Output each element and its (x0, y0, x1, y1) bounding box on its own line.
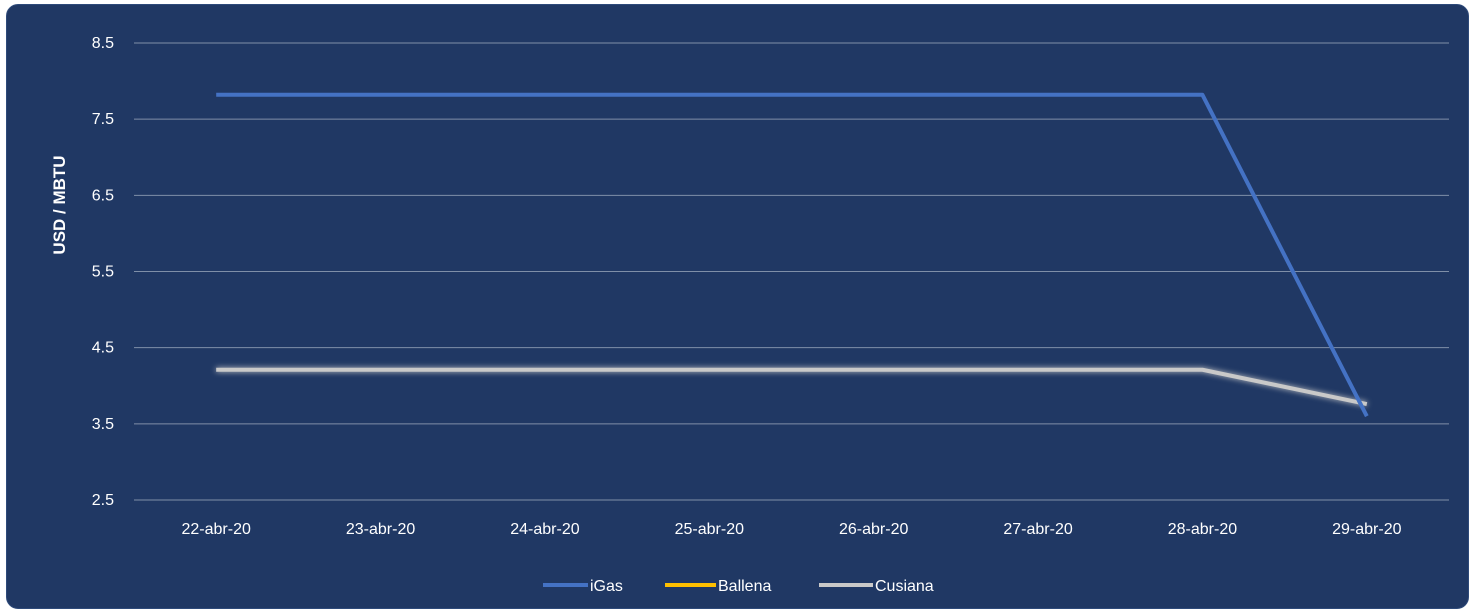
chart-frame: 2.5 3.5 4.5 5.5 6.5 7.5 8.5 22-abr-20 23-abr-20… (6, 4, 1469, 609)
x-tick-label: 23-abr-20 (346, 521, 415, 538)
legend-label-cusiana: Cusiana (875, 578, 934, 595)
line-chart: 2.5 3.5 4.5 5.5 6.5 7.5 8.5 22-abr-20 23-abr-20… (50, 35, 1449, 595)
x-axis-ticks: 22-abr-20 23-abr-20 24-abr-20 25-abr-20 26-a… (182, 521, 1402, 538)
y-tick-label: 2.5 (92, 492, 114, 509)
series-line-igas (216, 92, 1369, 418)
y-tick-label: 3.5 (92, 416, 114, 433)
y-tick-label: 4.5 (92, 340, 114, 357)
gridlines (134, 42, 1449, 501)
x-tick-label: 29-abr-20 (1332, 521, 1401, 538)
x-tick-label: 26-abr-20 (839, 521, 908, 538)
series-lines (216, 92, 1369, 418)
y-tick-label: 5.5 (92, 264, 114, 281)
x-tick-label: 22-abr-20 (182, 521, 251, 538)
series-line-cusiana (216, 367, 1368, 406)
y-axis-label: USD / MBTU (50, 155, 69, 254)
x-tick-label: 24-abr-20 (510, 521, 579, 538)
x-tick-label: 27-abr-20 (1003, 521, 1072, 538)
legend-label-igas: iGas (590, 578, 623, 595)
y-tick-label: 6.5 (92, 187, 114, 204)
x-tick-label: 28-abr-20 (1168, 521, 1237, 538)
legend-label-ballena: Ballena (718, 578, 771, 595)
y-tick-label: 7.5 (92, 111, 114, 128)
y-tick-label: 8.5 (92, 35, 114, 52)
x-tick-label: 25-abr-20 (675, 521, 744, 538)
legend: iGas Ballena Cusiana (543, 578, 934, 595)
y-axis-ticks: 2.5 3.5 4.5 5.5 6.5 7.5 8.5 (92, 35, 114, 509)
